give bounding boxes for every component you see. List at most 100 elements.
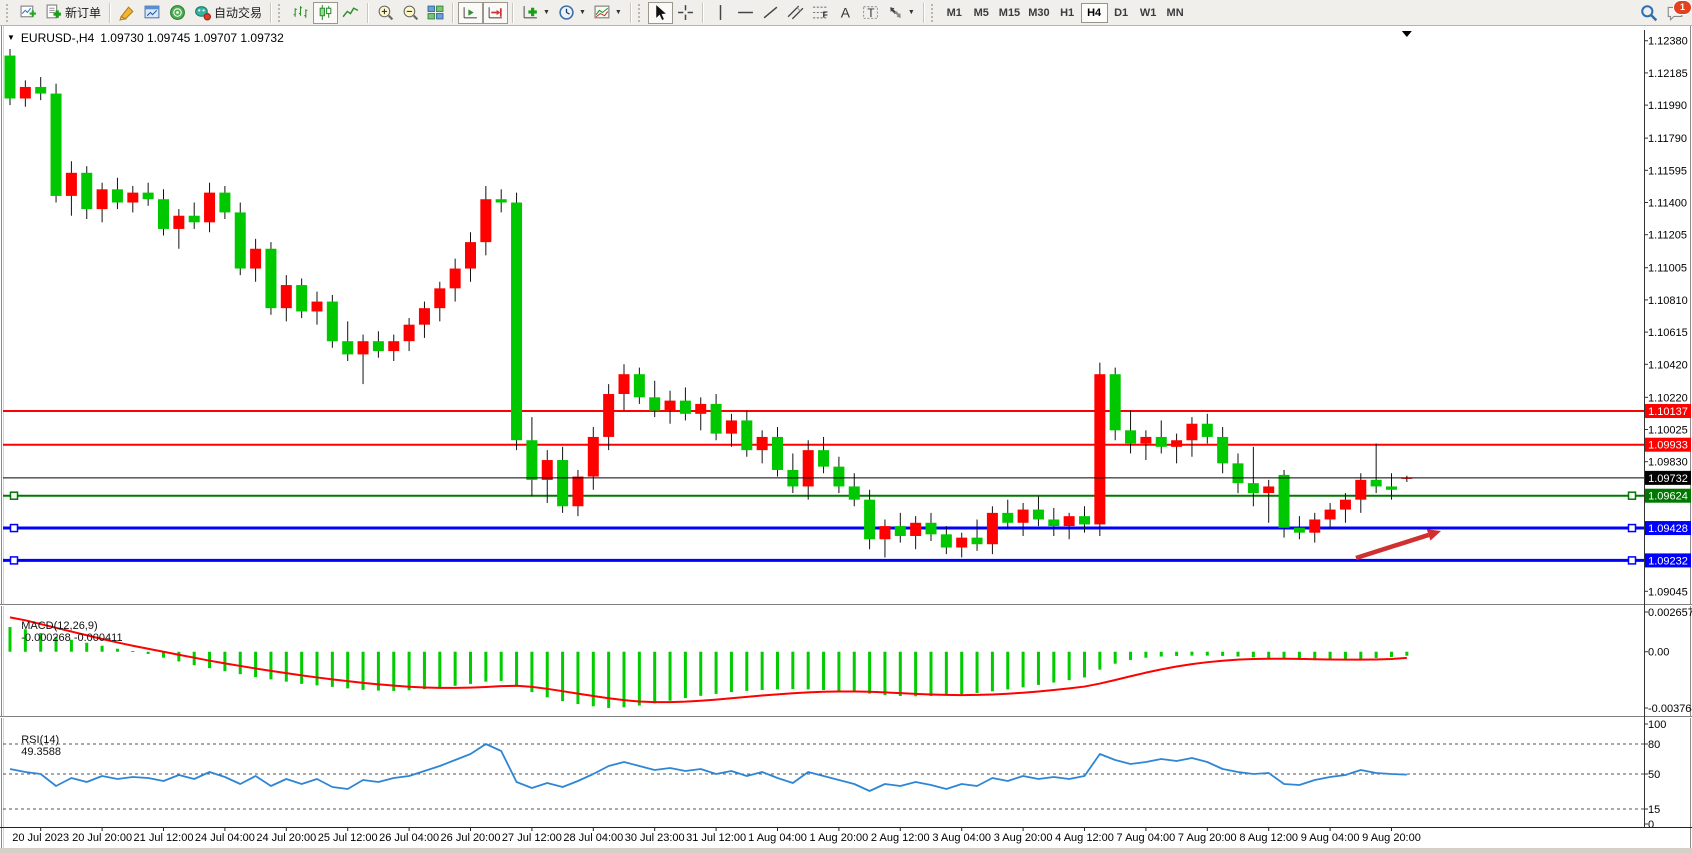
hline-handle[interactable] [9, 491, 19, 500]
trendline-button[interactable] [758, 2, 783, 24]
hline-handle[interactable] [9, 523, 19, 533]
candle-body [664, 400, 676, 411]
new-chart-button[interactable] [16, 2, 41, 24]
time-axis-label: 27 Jul 12:00 [502, 832, 562, 844]
rsi-axis-label: 0 [1648, 819, 1654, 831]
zoom-in-button[interactable] [373, 2, 398, 24]
candle-body [434, 288, 446, 309]
price-axis-label: 1.12380 [1648, 36, 1688, 48]
line-chart-button[interactable] [338, 2, 363, 24]
chart-shift-button[interactable] [483, 1, 509, 24]
price-line-badge-label: 1.09732 [1648, 473, 1688, 485]
timeframe-h4-button[interactable]: H4 [1080, 2, 1108, 23]
timeframe-m1-button[interactable]: M1 [946, 6, 962, 19]
horizontal-line-button[interactable] [733, 2, 758, 24]
macd-histogram-bar [1328, 651, 1332, 660]
symbol-dropdown-icon[interactable]: ▼ [7, 32, 15, 42]
market-watch-button[interactable] [115, 2, 140, 24]
search-button[interactable] [1636, 2, 1662, 24]
data-window-button[interactable] [140, 2, 165, 24]
fibonacci-button[interactable]: F [808, 2, 833, 24]
macd-histogram-bar [39, 633, 43, 652]
templates-button[interactable]: ▼ [590, 2, 626, 24]
macd-histogram-bar [714, 651, 718, 694]
notifications-button[interactable]: 1 [1662, 0, 1692, 24]
time-axis-label: 28 Jul 04:00 [563, 832, 623, 844]
toolbar-grip[interactable] [6, 3, 13, 22]
price-line-badge-label: 1.09933 [1648, 440, 1688, 452]
price-line-badge-label: 1.09232 [1648, 555, 1688, 567]
rsi-value: 49.3588 [21, 746, 61, 758]
text-label-button[interactable]: T [858, 2, 883, 24]
signal-icon [170, 5, 185, 20]
zoom-out-button[interactable] [398, 2, 423, 24]
indicators-button[interactable]: ▼ [518, 2, 554, 24]
timeframe-d1-button[interactable]: D1 [1114, 6, 1129, 19]
macd-histogram-bar [791, 651, 795, 690]
time-axis-label: 7 Aug 04:00 [1117, 832, 1176, 844]
candle-body [280, 285, 292, 309]
signals-button[interactable] [165, 2, 190, 24]
macd-histogram-bar [392, 651, 396, 691]
candle-body [1002, 512, 1014, 523]
auto-scroll-icon [463, 7, 477, 19]
toolbar-grip[interactable] [930, 3, 938, 22]
equidistant-channel-button[interactable] [783, 2, 808, 24]
chevron-down-icon: ▼ [614, 9, 622, 16]
crosshair-button[interactable] [673, 2, 698, 24]
candle-body [879, 526, 891, 540]
auto-trading-icon [195, 6, 212, 21]
timeframe-h1-button[interactable]: H1 [1060, 6, 1075, 19]
candle-body [111, 189, 123, 203]
periods-button[interactable]: ▼ [554, 2, 590, 24]
hline-handle[interactable] [9, 556, 19, 565]
chart-ohlc-values: 1.09730 1.09745 1.09707 1.09732 [100, 31, 284, 45]
timeframe-m5-button[interactable]: M5 [973, 6, 989, 19]
text-button[interactable]: A [833, 2, 858, 24]
trendline-icon [763, 6, 778, 19]
macd-histogram-bar [54, 636, 58, 652]
macd-histogram-bar [1343, 651, 1347, 660]
macd-histogram-bar [1190, 651, 1194, 656]
price-line-badge [1645, 470, 1691, 485]
toolbar-grip[interactable] [637, 3, 645, 22]
cursor-button[interactable] [647, 1, 673, 24]
hline-handle[interactable] [1627, 491, 1637, 500]
hline-handle[interactable] [1627, 523, 1637, 533]
macd-histogram-bar [177, 651, 181, 662]
trend-arrow-shaft[interactable] [1355, 532, 1430, 561]
timeframe-w1-button[interactable]: W1 [1139, 6, 1157, 19]
rsi-axis-label: 50 [1648, 769, 1660, 781]
tile-windows-button[interactable] [423, 2, 448, 24]
indicators-icon [523, 6, 537, 19]
macd-histogram-bar [944, 651, 948, 696]
svg-text:A: A [841, 4, 851, 20]
chart-canvas[interactable]: 1.12380 1.12185 1.11990 1.11790 1.11595 1.114… [0, 26, 1692, 853]
price-line-badge-label: 1.09428 [1648, 523, 1688, 535]
macd-histogram-bar [69, 639, 73, 652]
vertical-line-button[interactable] [708, 2, 733, 24]
trend-arrow-head[interactable] [1426, 529, 1441, 541]
hline-handle[interactable] [1627, 556, 1637, 565]
auto-scroll-button[interactable] [458, 1, 484, 24]
candle-body [1232, 463, 1244, 484]
timeframe-m30-button[interactable]: M30 [1028, 6, 1050, 19]
time-axis-label: 20 Jul 2023 [12, 832, 69, 844]
candlestick-chart-button[interactable] [313, 1, 339, 24]
candle-body [633, 374, 645, 398]
timeframe-mn-button[interactable]: MN [1166, 6, 1184, 19]
new-order-button[interactable]: 新订单 [41, 2, 105, 24]
macd-name: MACD(12,26,9) [21, 620, 98, 632]
macd-signal-line [9, 616, 1407, 704]
arrows-button[interactable]: ▼ [883, 2, 919, 24]
macd-histogram-bar [637, 651, 641, 706]
timeframe-m15-button[interactable]: M15 [998, 6, 1021, 19]
price-axis-label: 1.10420 [1648, 359, 1688, 371]
auto-trading-button[interactable]: 自动交易 [190, 2, 266, 24]
chevron-down-icon: ▼ [907, 9, 915, 16]
chart-shift-marker[interactable] [1401, 31, 1412, 37]
bar-chart-button[interactable] [288, 2, 313, 24]
macd-histogram-bar [745, 651, 749, 691]
toolbar-grip[interactable] [278, 3, 285, 22]
line-chart-icon [342, 7, 359, 18]
